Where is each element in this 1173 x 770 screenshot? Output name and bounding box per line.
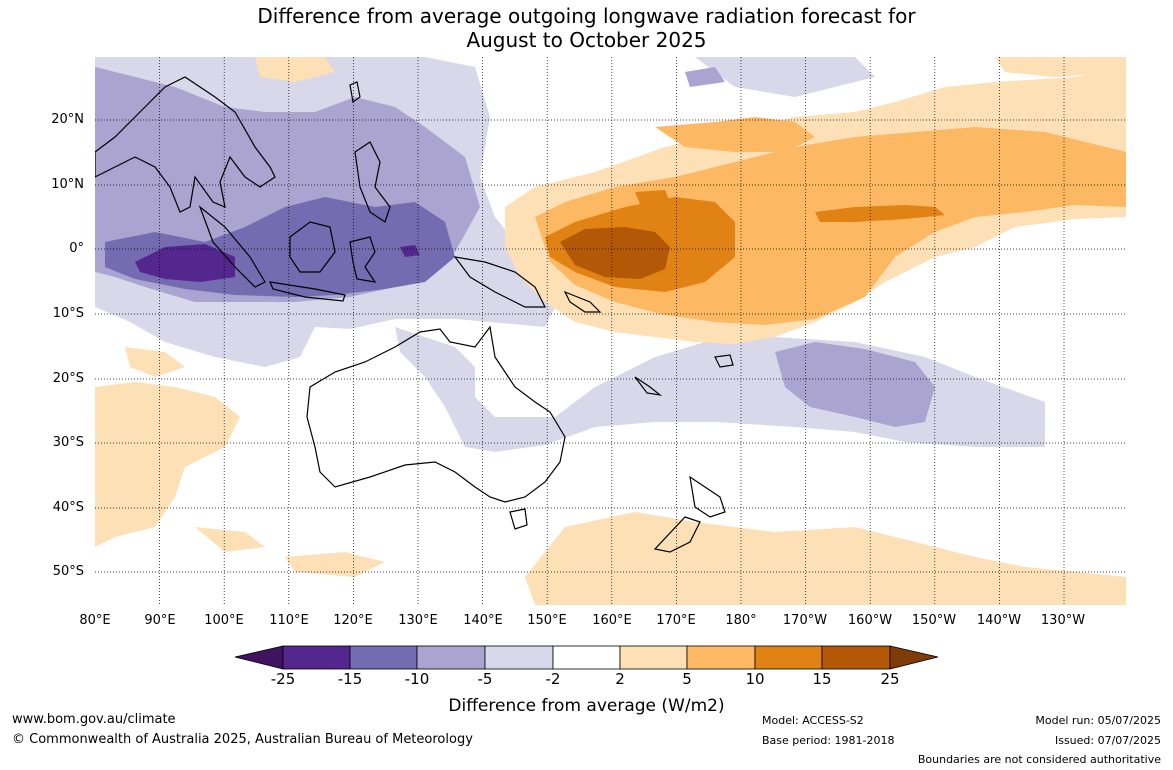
lon-label-120e: 120°E [333, 613, 373, 628]
colorbar-segment-9 [821, 645, 891, 670]
lon-label-180: 180° [725, 613, 757, 628]
colorbar-label: Difference from average (W/m2) [448, 696, 725, 716]
colorbar-tick: 15 [812, 670, 832, 688]
footer-disclaimer: Boundaries are not considered authoritat… [917, 753, 1161, 766]
lat-label-50s: 50°S [52, 564, 84, 579]
lon-label-160e: 160°E [592, 613, 632, 628]
anomaly-band-15-25 [560, 227, 670, 279]
lon-label-130e: 130°E [398, 613, 438, 628]
footer-issued: Issued: 07/07/2025 [1054, 734, 1161, 747]
lat-label-equator: 0° [69, 241, 84, 256]
footer-copyright: © Commonwealth of Australia 2025, Austra… [12, 732, 473, 747]
australia-outline [306, 325, 566, 503]
solomon-islands-outline [563, 290, 602, 313]
colorbar-tick: -5 [477, 670, 493, 688]
anomaly-band-minus25-minus15 [135, 244, 420, 282]
olr-anomaly-map [95, 57, 1126, 605]
lon-label-130w: 130°W [1040, 613, 1086, 628]
title-line-2: August to October 2025 [466, 28, 707, 52]
colorbar-tick: 25 [880, 670, 900, 688]
coastlines [95, 76, 734, 553]
colorbar-segment-3 [416, 645, 486, 670]
tasmania-outline [509, 508, 528, 530]
lon-label-80e: 80°E [79, 613, 111, 628]
lon-label-100e: 100°E [204, 613, 244, 628]
colorbar-segment-6 [619, 645, 688, 670]
colorbar-segment-8 [754, 645, 823, 670]
philippines-outline [354, 141, 391, 223]
lat-label-10n: 10°N [51, 177, 84, 192]
lat-label-10s: 10°S [52, 306, 84, 321]
new-zealand-south-outline [653, 516, 701, 553]
lon-label-170w: 170°W [782, 613, 828, 628]
mainland-asia-outline [95, 76, 276, 213]
title-line-1: Difference from average outgoing longwav… [257, 4, 916, 28]
fiji-outline [714, 354, 734, 368]
borneo-outline [289, 221, 336, 273]
lat-label-40s: 40°S [52, 500, 84, 515]
colorbar-segment-4 [484, 645, 554, 670]
java-outline [269, 281, 346, 302]
lon-label-150e: 150°E [527, 613, 567, 628]
graticule [95, 57, 1126, 605]
colorbar-segment-under [234, 645, 284, 670]
lon-label-140w: 140°W [976, 613, 1022, 628]
colorbar-segment-over [889, 645, 939, 670]
footer-model: Model: ACCESS-S2 [762, 714, 864, 727]
colorbar-segment-7 [686, 645, 756, 670]
sumatra-outline [198, 205, 266, 288]
lon-label-150w: 150°W [911, 613, 957, 628]
new-zealand-north-outline [689, 475, 726, 518]
map-panel [95, 57, 1126, 605]
colorbar [234, 645, 939, 670]
lon-label-170e: 170°E [656, 613, 696, 628]
colorbar-tick: -2 [545, 670, 561, 688]
lat-label-20n: 20°N [51, 112, 84, 127]
footer-model-run: Model run: 05/07/2025 [1035, 714, 1161, 727]
map-title: Difference from average outgoing longwav… [0, 4, 1173, 52]
new-guinea-outline [453, 256, 546, 308]
colorbar-segment-2 [349, 645, 418, 670]
taiwan-outline [349, 81, 361, 104]
lat-label-20s: 20°S [52, 371, 84, 386]
colorbar-tick: 10 [745, 670, 765, 688]
new-caledonia-outline [634, 376, 663, 396]
lon-label-160w: 160°W [847, 613, 893, 628]
colorbar-tick: 2 [615, 670, 625, 688]
lon-label-90e: 90°E [144, 613, 176, 628]
lat-label-30s: 30°S [52, 435, 84, 450]
colorbar-tick: 5 [682, 670, 692, 688]
colorbar-segment-5 [552, 645, 621, 670]
colorbar-tick: -25 [270, 670, 296, 688]
colorbar-segment-1 [282, 645, 351, 670]
footer-url[interactable]: www.bom.gov.au/climate [12, 712, 176, 727]
colorbar-tick: -15 [337, 670, 363, 688]
colorbar-tick: -10 [404, 670, 430, 688]
lon-label-140e: 140°E [463, 613, 503, 628]
lon-label-110e: 110°E [269, 613, 309, 628]
footer-base-period: Base period: 1981-2018 [762, 734, 895, 747]
